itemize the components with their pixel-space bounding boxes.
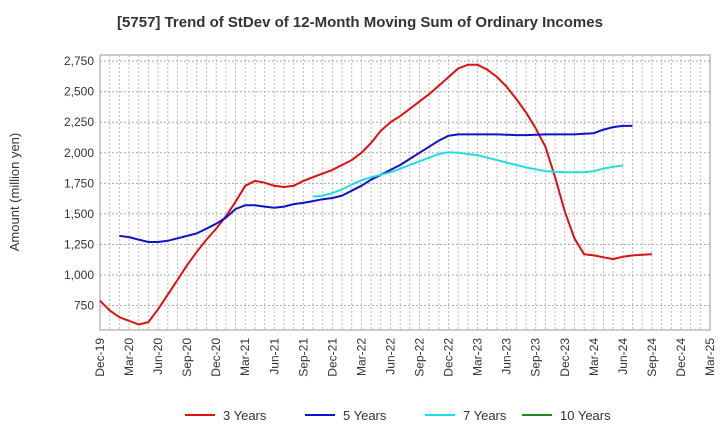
legend-label: 3 Years [223,408,267,423]
plot-frame [99,54,711,331]
x-tick-label: Jun-23 [500,338,514,375]
legend-label: 5 Years [343,408,387,423]
x-tick-label: Dec-19 [93,338,107,377]
y-tick-label: 1,750 [64,176,94,190]
x-tick-label: Jun-20 [151,338,165,375]
x-tick-label: Jun-21 [267,338,281,375]
legend-label: 10 Years [560,408,611,423]
x-tick-label: Mar-24 [587,338,601,376]
x-tick-label: Jun-22 [383,338,397,375]
x-tick-label: Mar-23 [471,338,485,376]
x-tick-label: Sep-20 [180,338,194,377]
x-tick-label: Dec-22 [442,338,456,377]
legend-label: 7 Years [463,408,507,423]
x-tick-label: Mar-25 [703,338,717,376]
y-tick-label: 750 [74,299,94,313]
y-tick-label: 1,500 [64,207,94,221]
x-tick-label: Sep-22 [413,338,427,377]
y-tick-label: 2,250 [64,115,94,129]
series-line-5-years [119,124,633,243]
y-tick-label: 2,500 [64,85,94,99]
y-tick-label: 2,000 [64,146,94,160]
x-tick-label: Sep-24 [645,338,659,377]
x-tick-label: Dec-20 [209,338,223,377]
series-line-3-years [99,63,652,326]
x-tick-label: Mar-22 [354,338,368,376]
axes-layer: 750 1,000 1,250 1,500 1,750 2,000 2,250 2,500 2,… [64,54,717,377]
y-tick-label: 1,000 [64,268,94,282]
series-layer [99,63,652,326]
legend-layer: 3 Years 5 Years 7 Years 10 Years [185,408,611,423]
x-tick-label: Jun-24 [616,338,630,375]
series-line-7-years [312,151,624,198]
x-tick-label: Sep-23 [529,338,543,377]
y-axis-label: Amount (million yen) [7,133,22,252]
x-tick-label: Mar-20 [122,338,136,376]
x-tick-label: Dec-24 [674,338,688,377]
x-tick-label: Mar-21 [238,338,252,376]
x-tick-label: Dec-23 [558,338,572,377]
x-tick-label: Dec-21 [325,338,339,377]
chart-title: [5757] Trend of StDev of 12-Month Moving… [117,14,603,31]
y-tick-label: 1,250 [64,237,94,251]
grid-layer [99,54,711,331]
y-tick-label: 2,750 [64,54,94,68]
x-tick-label: Sep-21 [296,338,310,377]
